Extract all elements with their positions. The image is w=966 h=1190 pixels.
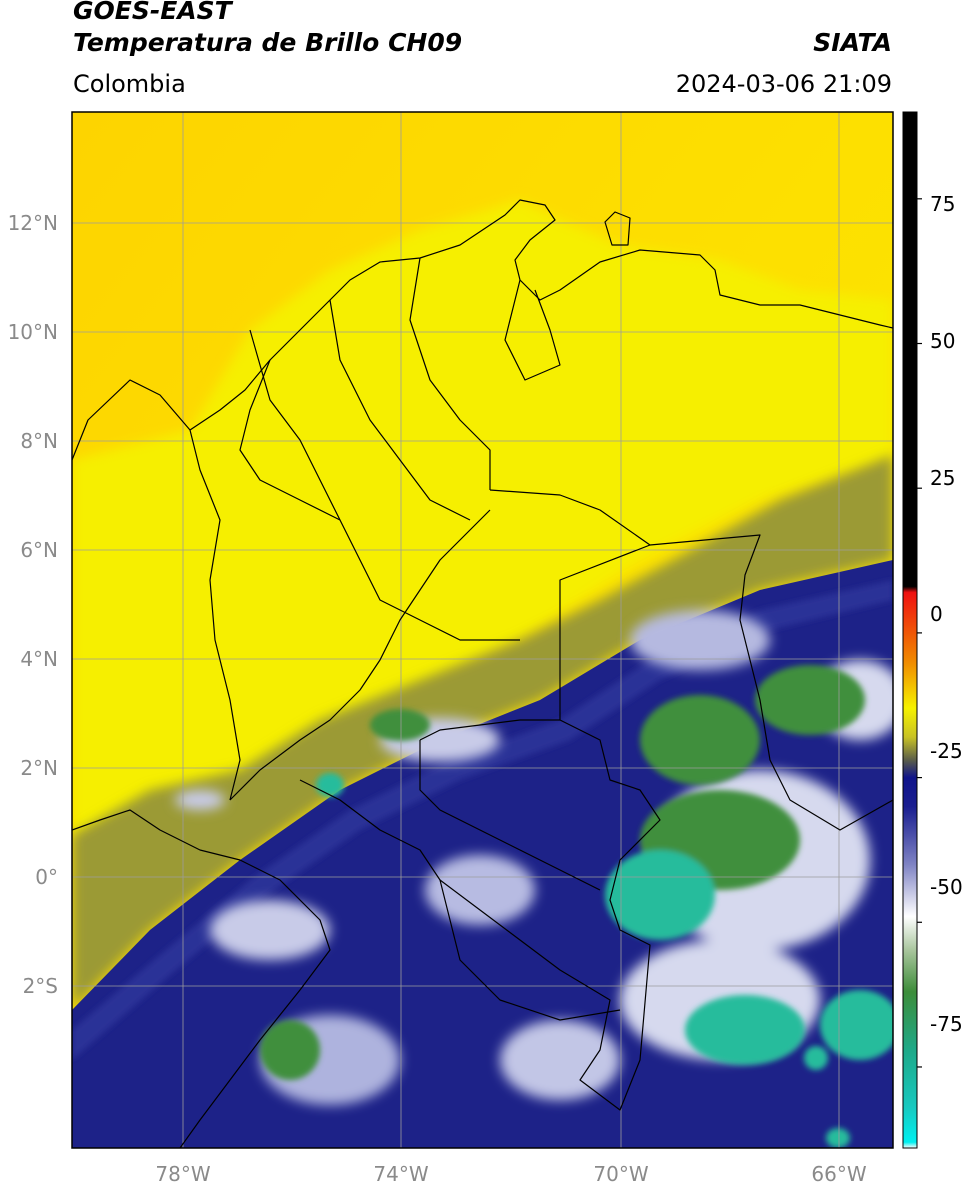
lat-label: 4°N bbox=[20, 647, 58, 671]
colorbar-label: 50 bbox=[930, 329, 956, 353]
colorbar bbox=[902, 111, 922, 1149]
datetime-label: 2024-03-06 21:09 bbox=[675, 70, 892, 98]
lat-label: 8°N bbox=[20, 429, 58, 453]
colorbar-label: -25 bbox=[930, 739, 963, 763]
colorbar-bar bbox=[903, 112, 917, 1148]
region-label: Colombia bbox=[73, 70, 186, 98]
colorbar-label: -50 bbox=[930, 875, 963, 899]
colorbar-label: 75 bbox=[930, 192, 956, 216]
lat-label: 10°N bbox=[7, 320, 58, 344]
colorbar-frame bbox=[902, 111, 918, 1149]
colorbar-label: 25 bbox=[930, 466, 956, 490]
colorbar-label: 0 bbox=[930, 602, 943, 626]
grid-lines bbox=[72, 112, 893, 1148]
title-agency: SIATA bbox=[813, 28, 892, 57]
borders bbox=[72, 199, 893, 1148]
very-cold-cores bbox=[260, 665, 893, 1148]
lat-label: 6°N bbox=[20, 538, 58, 562]
colorbar-label: -75 bbox=[930, 1012, 963, 1036]
lon-label: 70°W bbox=[593, 1162, 649, 1186]
map-frame bbox=[71, 111, 894, 1149]
colorbar-ticks bbox=[917, 198, 922, 1068]
lat-label: 0° bbox=[35, 865, 58, 889]
lat-label: 2°N bbox=[20, 756, 58, 780]
lon-label: 66°W bbox=[811, 1162, 867, 1186]
lon-label: 74°W bbox=[373, 1162, 429, 1186]
title-product: Temperatura de Brillo CH09 bbox=[73, 28, 463, 57]
lon-label: 78°W bbox=[155, 1162, 211, 1186]
transition-band bbox=[72, 455, 893, 1010]
lat-label: 12°N bbox=[7, 211, 58, 235]
land-area bbox=[72, 200, 893, 840]
title-satellite: GOES-EAST bbox=[73, 0, 232, 25]
map-panel bbox=[72, 112, 893, 1148]
lat-label: 2°S bbox=[22, 974, 58, 998]
